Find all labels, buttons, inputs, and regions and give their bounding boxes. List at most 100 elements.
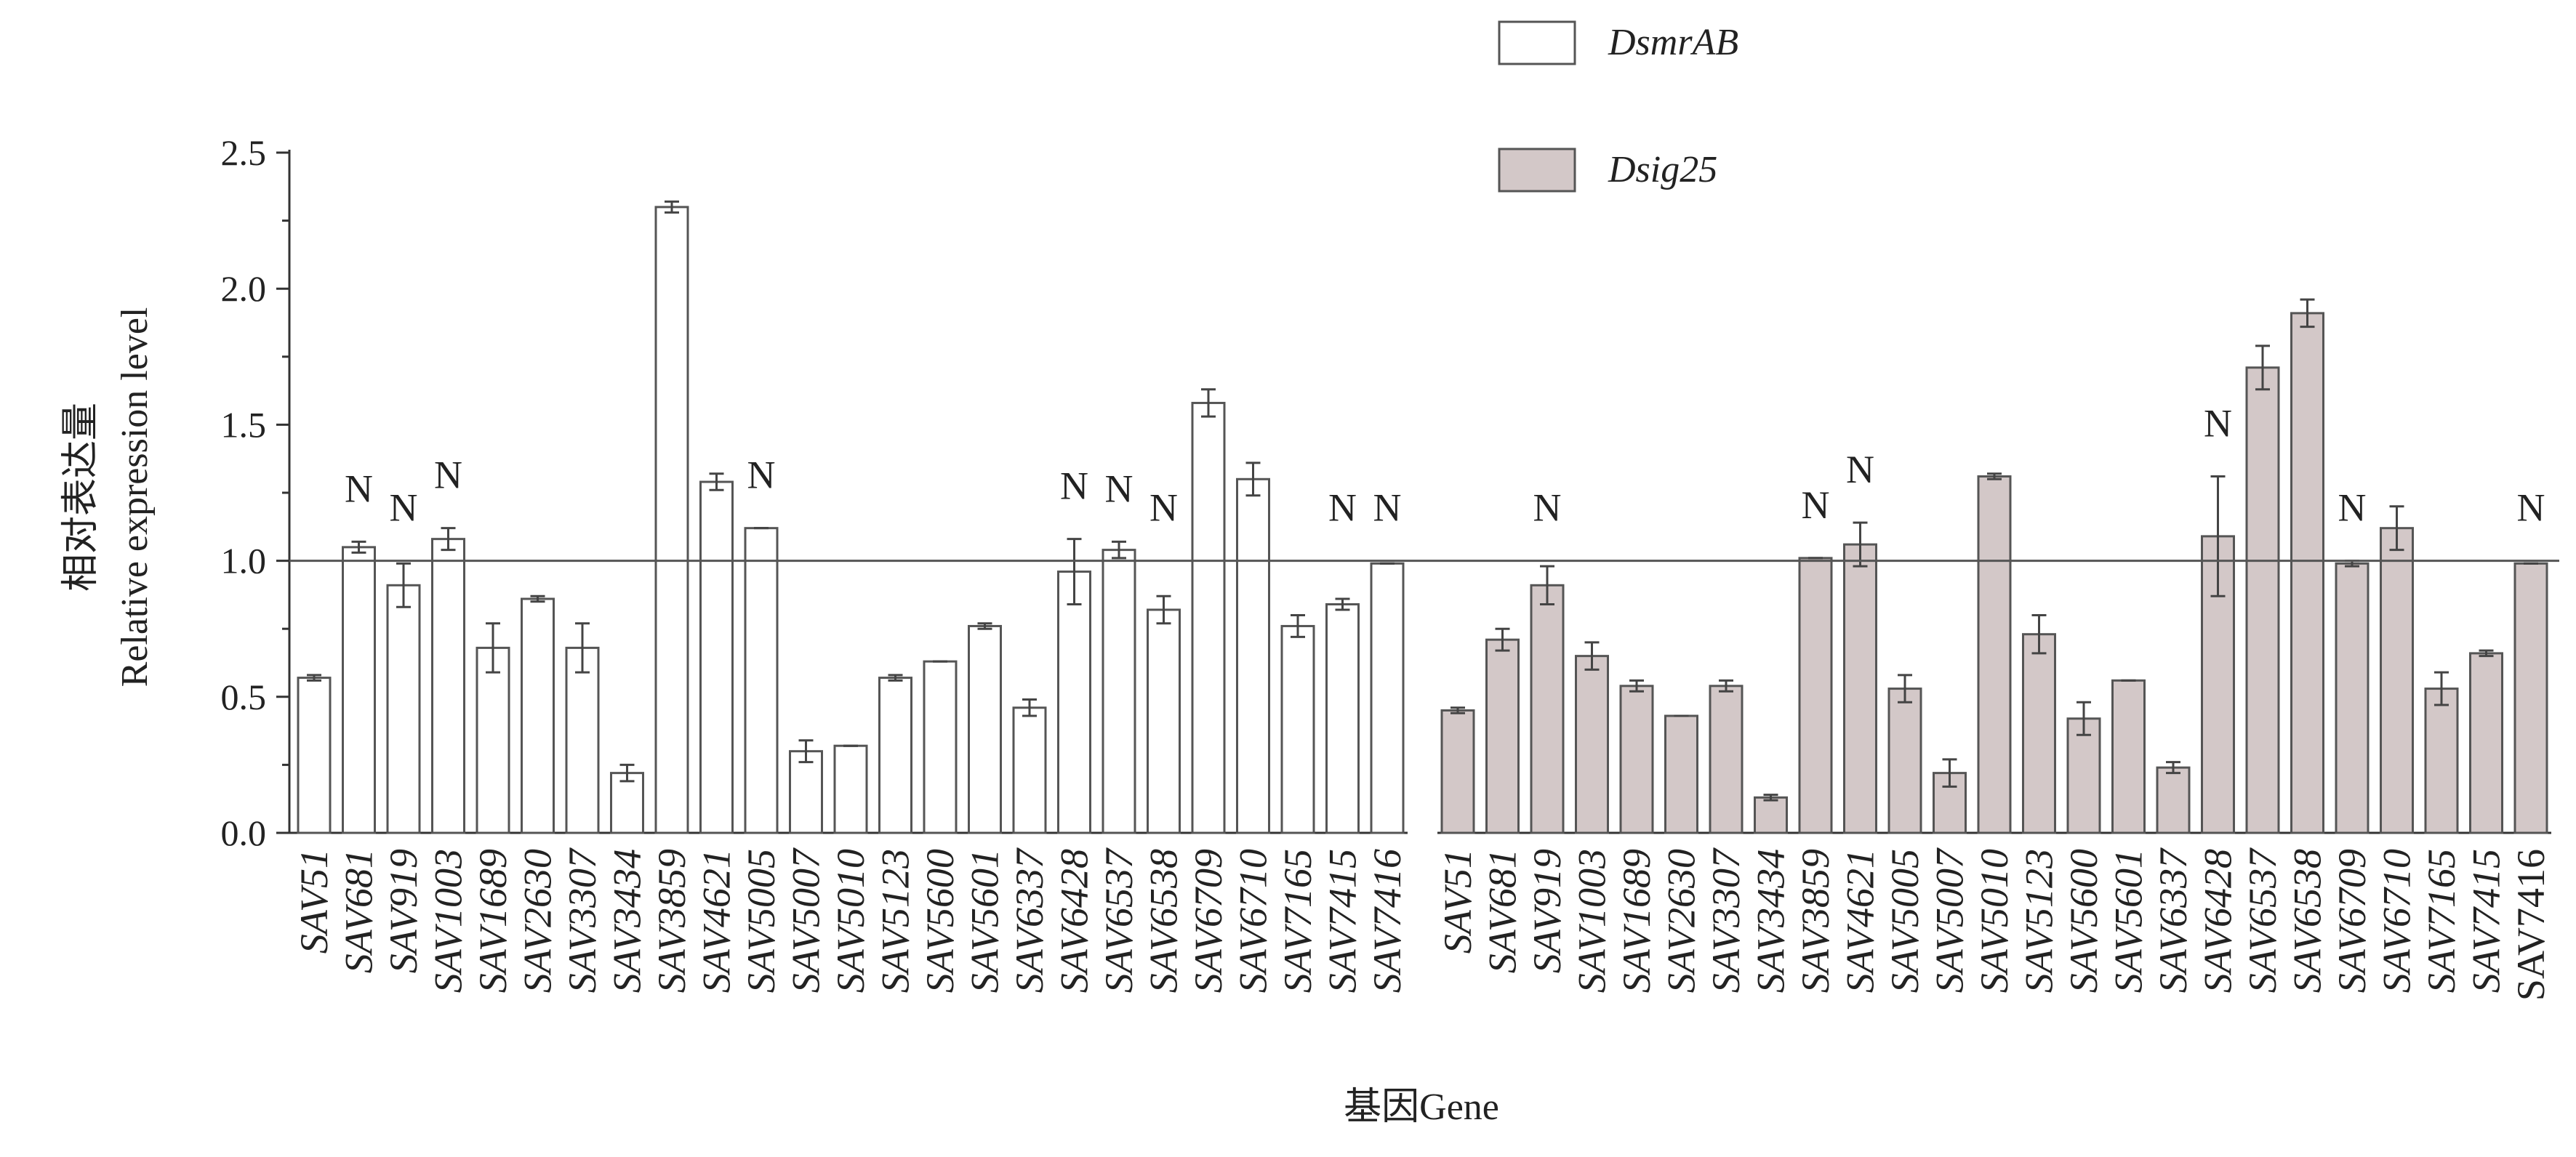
- category-label: SAV6538: [2286, 849, 2330, 993]
- category-label: SAV7415: [1321, 849, 1365, 993]
- y-axis-title-cn: 相对表达量: [60, 403, 102, 592]
- bar: [833, 744, 868, 834]
- legend-swatch: [1498, 148, 1576, 193]
- bar: [2022, 633, 2056, 834]
- legend-item-Dsig25: Dsig25: [1498, 148, 1717, 193]
- category-label: SAV7415: [2465, 849, 2508, 993]
- category-label: SAV6337: [1008, 847, 1051, 993]
- y-tick-label: 1.0: [221, 541, 267, 581]
- bar: [1057, 571, 1091, 834]
- category-label: SAV5601: [963, 849, 1007, 993]
- bar: [923, 660, 958, 834]
- bar: [610, 772, 644, 834]
- category-label: SAV5005: [739, 849, 783, 993]
- category-label: SAV919: [382, 849, 425, 973]
- bar: [342, 546, 376, 834]
- bar: [1887, 688, 1922, 834]
- significance-label: N: [1149, 486, 1178, 530]
- bar: [2380, 527, 2414, 834]
- category-label: SAV1003: [427, 849, 470, 993]
- category-label: SAV7165: [2420, 849, 2463, 993]
- bar: [1236, 477, 1270, 834]
- legend-swatch: [1498, 20, 1576, 65]
- bar: [297, 677, 332, 834]
- bars-layer: [297, 200, 2548, 834]
- category-label: SAV4621: [695, 849, 739, 993]
- bar: [1280, 624, 1315, 834]
- category-label: SAV7165: [1276, 849, 1320, 993]
- y-tick-label: 2.0: [221, 268, 267, 309]
- significance-label: N: [1802, 483, 1830, 527]
- category-label: SAV5010: [1973, 849, 2016, 993]
- bar: [565, 646, 600, 834]
- bar: [2513, 562, 2548, 834]
- bar: [1485, 638, 1520, 834]
- category-label: SAV681: [1481, 849, 1525, 973]
- series-DsmrAB: [297, 200, 1405, 834]
- bar: [699, 480, 734, 834]
- significance-label: N: [2204, 402, 2232, 446]
- significance-label: N: [390, 486, 418, 530]
- category-label: SAV51: [292, 849, 336, 954]
- category-label: SAV6428: [2196, 849, 2240, 993]
- significance-label: N: [345, 467, 373, 510]
- significance-label: N: [2517, 486, 2545, 530]
- bar: [1664, 714, 1698, 834]
- category-label: SAV6710: [1232, 849, 1275, 993]
- category-label: SAV5007: [1928, 847, 1972, 993]
- legend: DsmrAB Dsig25: [1498, 20, 1738, 193]
- significance-label: N: [1105, 467, 1133, 510]
- y-tick-label: 0.0: [221, 813, 267, 853]
- category-label: SAV6709: [2330, 849, 2374, 993]
- category-label: SAV6428: [1053, 849, 1096, 993]
- bar: [744, 527, 779, 834]
- category-label: SAV5600: [2062, 849, 2106, 993]
- category-label: SAV5010: [829, 849, 872, 993]
- bar: [1709, 685, 1744, 834]
- category-label: SAV6709: [1187, 849, 1230, 993]
- y-tick-label: 2.5: [221, 132, 267, 173]
- significance-label: N: [1328, 486, 1357, 530]
- bar: [1440, 709, 1475, 834]
- category-label: SAV6337: [2151, 847, 2195, 993]
- category-label: SAV1003: [1570, 849, 1614, 993]
- category-label: SAV51: [1436, 849, 1480, 954]
- bar: [1798, 557, 1833, 834]
- category-label: SAV5600: [918, 849, 962, 993]
- series-Dsig25: [1440, 298, 2548, 834]
- legend-label: Dsig25: [1608, 149, 1717, 190]
- category-label: SAV681: [337, 849, 381, 973]
- legend-label: DsmrAB: [1608, 22, 1738, 63]
- category-label: SAV1689: [1615, 849, 1658, 993]
- category-label: SAV7416: [1365, 849, 1409, 993]
- bar: [2290, 312, 2324, 834]
- bar: [1977, 475, 2012, 834]
- category-label: SAV4621: [1839, 849, 1882, 993]
- bar: [2111, 679, 2146, 834]
- bar: [789, 750, 823, 834]
- bar: [1530, 584, 1565, 834]
- significance-label: N: [1533, 486, 1562, 530]
- category-label: SAV3859: [650, 849, 694, 993]
- category-label: SAV3434: [606, 849, 649, 993]
- category-label: SAV5123: [2018, 849, 2061, 993]
- category-label: SAV5007: [785, 847, 828, 993]
- bar: [1843, 543, 1877, 834]
- bar: [386, 584, 421, 834]
- category-label: SAV5601: [2107, 849, 2151, 993]
- bar: [1575, 655, 1609, 834]
- y-axis-title: Relative expression level: [114, 307, 156, 688]
- bar: [2335, 562, 2370, 834]
- bar: [1370, 562, 1405, 834]
- bar: [878, 677, 912, 834]
- bar: [1012, 706, 1047, 834]
- bar: [1147, 608, 1181, 834]
- category-label: SAV3859: [1794, 849, 1837, 993]
- bar: [1754, 796, 1788, 834]
- category-label: SAV3307: [1704, 847, 1748, 993]
- category-label: SAV6710: [2375, 849, 2419, 993]
- bar: [2245, 366, 2280, 834]
- category-label: SAV3307: [561, 847, 604, 993]
